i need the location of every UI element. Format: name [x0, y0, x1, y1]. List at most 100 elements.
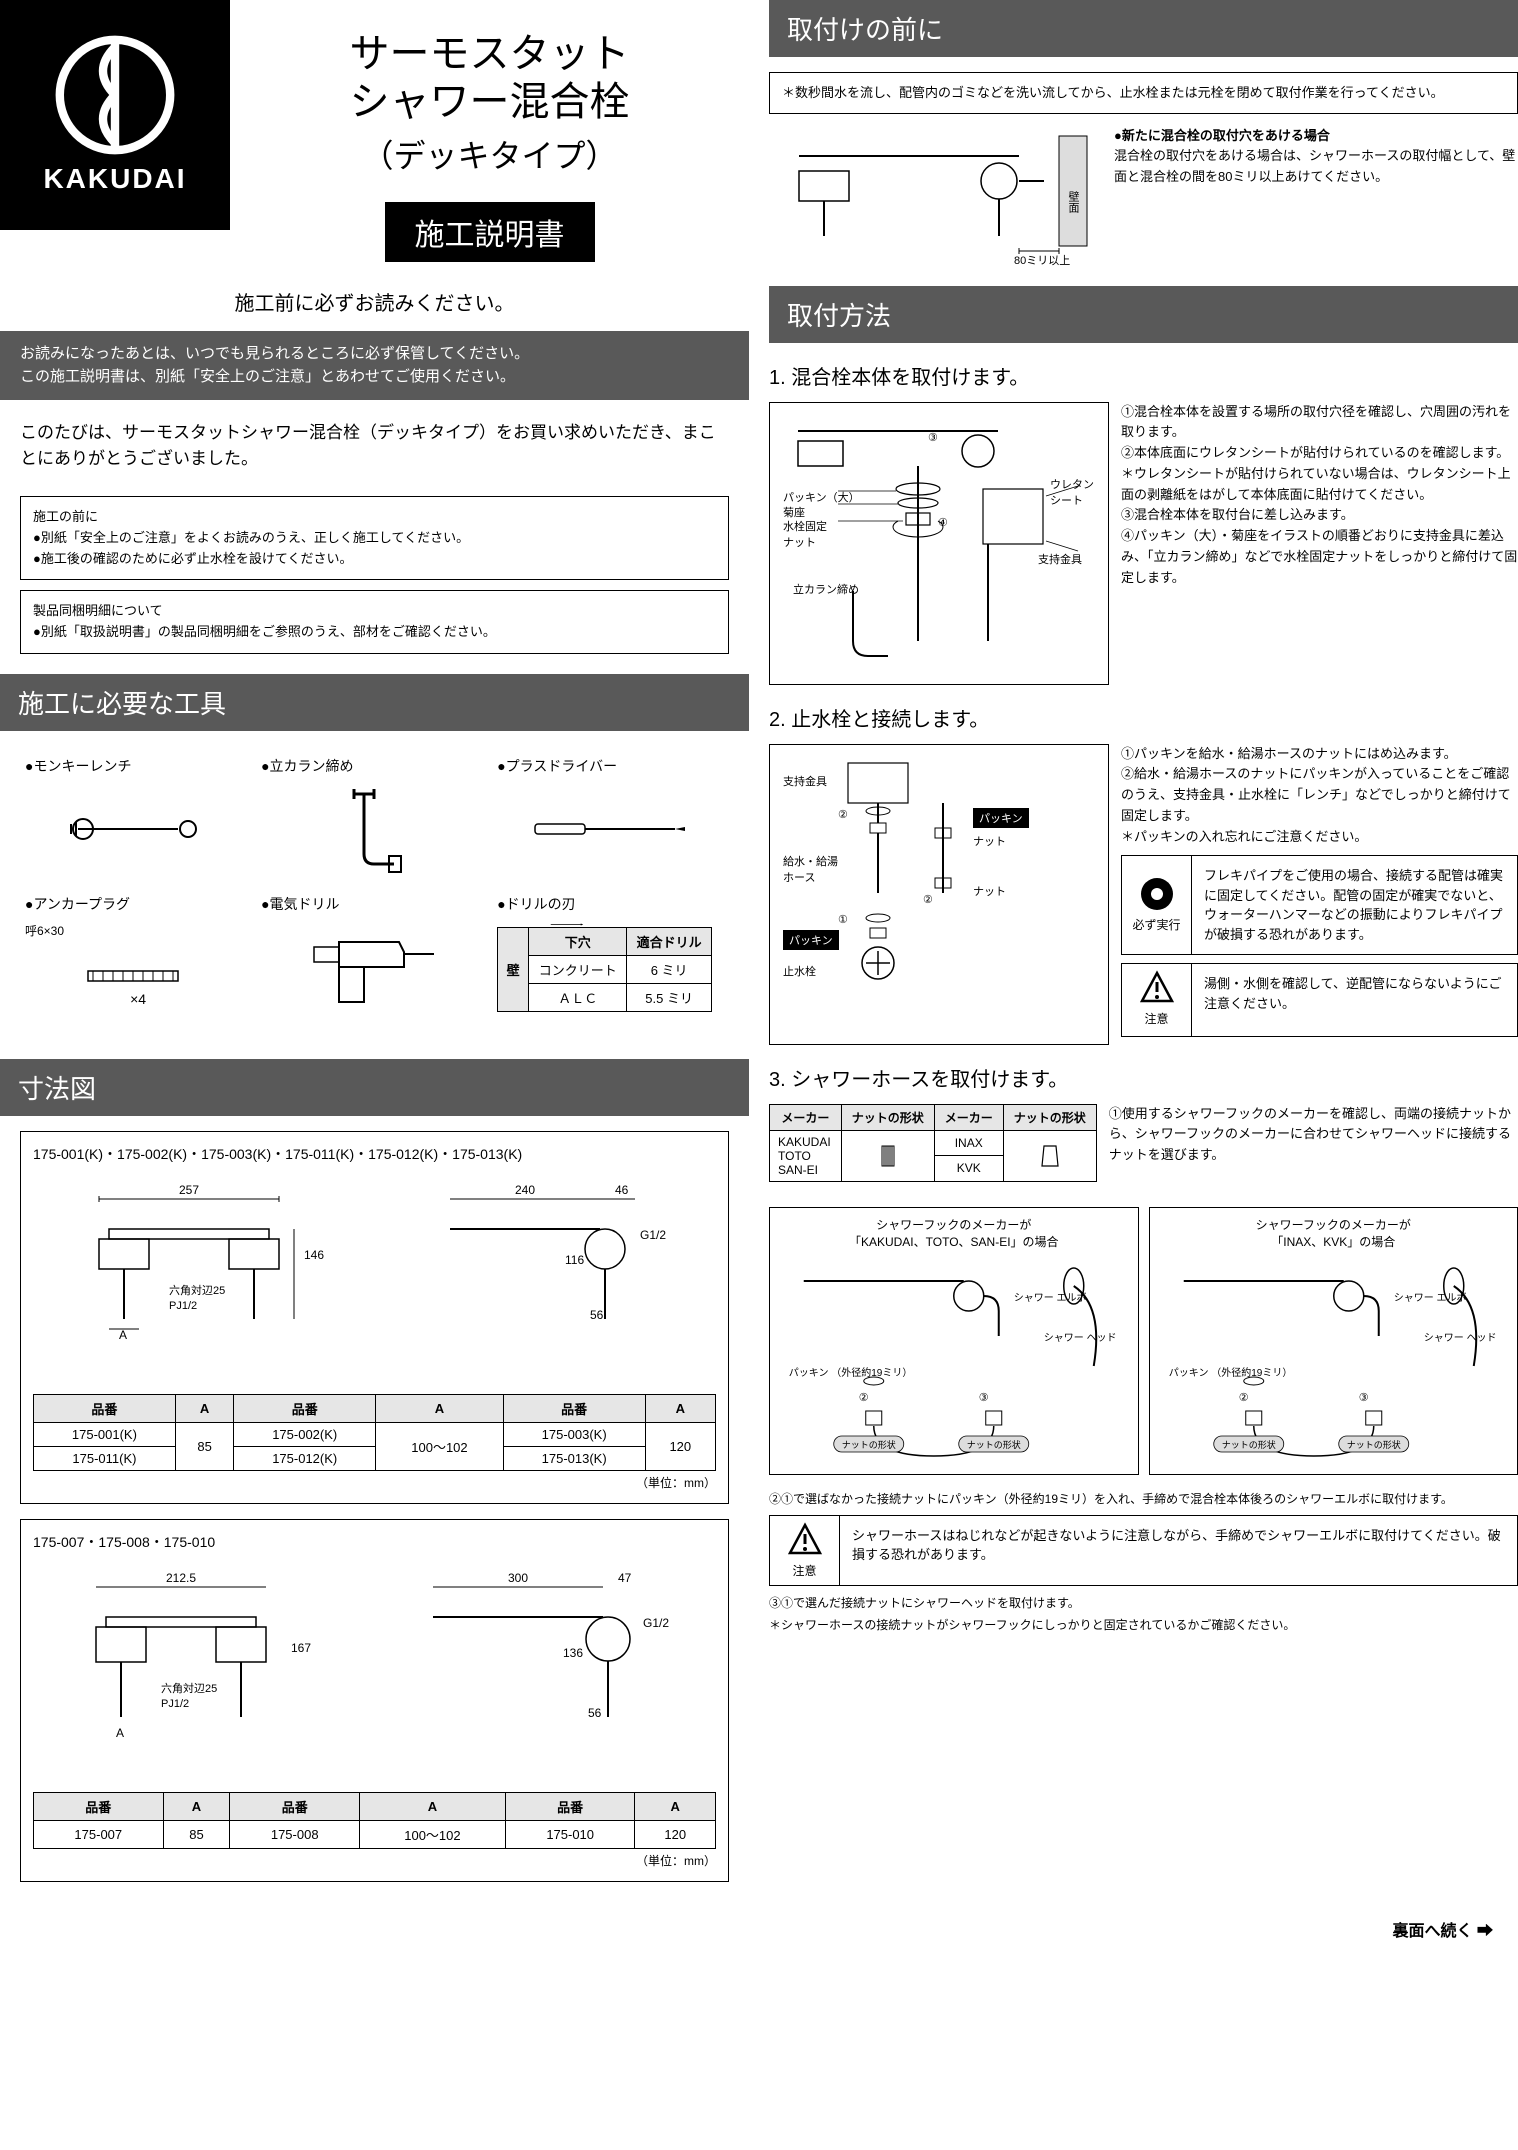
pre-install-note: ＊数秒間水を流し、配管内のゴミなどを洗い流してから、止水栓または元栓を閉めて取付… [782, 85, 1444, 100]
caution-icon [787, 1522, 823, 1558]
svg-text:②: ② [1238, 1392, 1248, 1404]
step3-diagram-2: シャワーフックのメーカーが 「INAX、KVK」の場合 シャワー エルボ シャワ… [1149, 1207, 1518, 1475]
precautions-b2: ●施工後の確認のために必ず止水栓を設けてください。 [33, 549, 716, 570]
thanks-message: このたびは、サーモスタットシャワー混合栓（デッキタイプ）をお買い求めいただき、ま… [0, 400, 749, 486]
dim2-table: 品番A 品番A 品番A 175-00785 175-008100～102 175… [33, 1792, 716, 1849]
pre-install-note-box: ＊数秒間水を流し、配管内のゴミなどを洗い流してから、止水栓または元栓を閉めて取付… [769, 72, 1518, 114]
screwdriver-icon [530, 814, 690, 844]
svg-text:シャワー ヘッド: シャワー ヘッド [1423, 1333, 1496, 1344]
svg-text:PJ1/2: PJ1/2 [161, 1698, 189, 1710]
svg-text:G1/2: G1/2 [643, 1616, 669, 1630]
svg-text:パッキン （外径約19ミリ）: パッキン （外径約19ミリ） [1168, 1366, 1292, 1379]
package-b1: ●別紙「取扱説明書」の製品同梱明細をご参照のうえ、部材をご確認ください。 [33, 622, 716, 643]
precautions-b1: ●別紙「安全上のご注意」をよくお読みのうえ、正しく施工してください。 [33, 528, 716, 549]
pre-install-diagram-row: 壁面 80ミリ以上 ●新たに混合栓の取付穴をあける場合 混合栓の取付穴をあける場… [769, 126, 1518, 266]
product-subtitle: （デッキタイプ） [230, 131, 749, 177]
dim2-side-view: 300 47 G1/2 136 56 [423, 1567, 673, 1777]
svg-text:56: 56 [588, 1706, 602, 1720]
svg-text:シャワー エルボ: シャワー エルボ [1014, 1292, 1087, 1304]
svg-text:シャワー エルボ: シャワー エルボ [1393, 1292, 1466, 1304]
page: KAKUDAI サーモスタット シャワー混合栓 （デッキタイプ） 施工説明書 施… [0, 0, 1518, 1897]
svg-text:②: ② [859, 1392, 869, 1404]
svg-text:③: ③ [1358, 1392, 1368, 1404]
step2-row: ② ② ① 支持金具 パッキン ナット 給水・給湯 ホース [769, 744, 1518, 1045]
step2-diagram: ② ② ① 支持金具 パッキン ナット 給水・給湯 ホース [769, 744, 1109, 1045]
tool-drill-bit: ●ドリルの刃 壁下穴適合ドリル コンクリート6 ミリ ＡＬＣ5.5 ミリ [492, 884, 728, 1039]
step1-title: 1. 混合栓本体を取付けます。 [769, 361, 1518, 390]
manual-label: 施工説明書 [385, 202, 595, 262]
svg-text:240: 240 [515, 1183, 535, 1197]
svg-text:146: 146 [304, 1248, 324, 1262]
dim2-front-view: 212.5 167 六角対辺25 PJ1/2 A [76, 1567, 336, 1777]
step3-nut-row: メーカー ナットの形状 メーカー ナットの形状 KAKUDAI TOTO SAN… [769, 1104, 1518, 1192]
dim1-diagrams: 257 146 六角対辺25 PJ1/2 A 240 [33, 1179, 716, 1379]
svg-text:ナットの形状: ナットの形状 [1221, 1439, 1275, 1450]
step3-diagram-1: シャワーフックのメーカーが 「KAKUDAI、TOTO、SAN-EI」の場合 シ… [769, 1207, 1139, 1475]
step3-text-2: ②①で選ばなかった接続ナットにパッキン（外径約19ミリ）を入れ、手締めで混合栓本… [769, 1490, 1518, 1507]
step2-warning-2: 注意 湯側・水側を確認して、逆配管にならないようにご注意ください。 [1121, 963, 1518, 1036]
nut-shape-table: メーカー ナットの形状 メーカー ナットの形状 KAKUDAI TOTO SAN… [769, 1104, 1097, 1182]
brand-name: KAKUDAI [43, 163, 186, 195]
step1-text: ①混合栓本体を設置する場所の取付穴径を確認し、穴周囲の汚れを取ります。 ②本体底… [1121, 402, 1518, 685]
svg-text:136: 136 [563, 1646, 583, 1660]
dim1-codes: 175-001(K)・175-002(K)・175-003(K)・175-011… [33, 1144, 716, 1164]
svg-text:46: 46 [615, 1183, 629, 1197]
anchor-plug-icon [78, 961, 198, 991]
precautions-box: 施工の前に ●別紙「安全上のご注意」をよくお読みのうえ、正しく施工してください。… [20, 496, 729, 580]
svg-text:六角対辺25: 六角対辺25 [161, 1681, 217, 1695]
mandatory-icon [1139, 876, 1175, 912]
precautions-title: 施工の前に [33, 507, 716, 528]
header-row: KAKUDAI サーモスタット シャワー混合栓 （デッキタイプ） 施工説明書 [0, 0, 749, 262]
svg-text:300: 300 [508, 1571, 528, 1585]
svg-text:167: 167 [291, 1641, 311, 1655]
dimensions-section-heading: 寸法図 [0, 1059, 749, 1116]
nut-shape-2-icon [1038, 1142, 1062, 1170]
step3-text-3-note: ＊シャワーホースの接続ナットがシャワーフックにしっかりと固定されているかご確認く… [769, 1616, 1518, 1633]
tool-basin-wrench: ●立カラン締め [256, 746, 492, 884]
svg-text:③: ③ [979, 1392, 989, 1404]
left-column: KAKUDAI サーモスタット シャワー混合栓 （デッキタイプ） 施工説明書 施… [0, 0, 759, 1897]
storage-notice: お読みになったあとは、いつでも見られるところに必ず保管してください。 この施工説… [0, 331, 749, 400]
step3-warning: 注意 シャワーホースはねじれなどが起きないように注意しながら、手締めでシャワーエ… [769, 1515, 1518, 1586]
basin-wrench-icon [324, 784, 424, 874]
svg-text:PJ1/2: PJ1/2 [169, 1300, 197, 1312]
step1-diagram: ③ ④ パッキン（大） [769, 402, 1109, 685]
read-before-heading: 施工前に必ずお読みください。 [0, 287, 749, 316]
tool-wrench: ●モンキーレンチ [20, 746, 256, 884]
dim2-codes: 175-007・175-008・175-010 [33, 1532, 716, 1552]
caution-icon [1139, 970, 1175, 1006]
tools-section-heading: 施工に必要な工具 [0, 674, 749, 731]
step3-text-1: ①使用するシャワーフックのメーカーを確認し、両端の接続ナットから、シャワーフック… [1109, 1104, 1518, 1192]
svg-text:80ミリ以上: 80ミリ以上 [1014, 254, 1070, 266]
svg-text:47: 47 [618, 1571, 632, 1585]
step3-hose-diagrams: シャワーフックのメーカーが 「KAKUDAI、TOTO、SAN-EI」の場合 シ… [769, 1207, 1518, 1475]
step2-title: 2. 止水栓と接続します。 [769, 703, 1518, 732]
brand-logo-icon [55, 35, 175, 155]
nut-shape-1-icon [876, 1142, 900, 1170]
install-method-heading: 取付方法 [769, 286, 1518, 343]
dim2-diagrams: 212.5 167 六角対辺25 PJ1/2 A 300 47 [33, 1567, 716, 1777]
notice-line-2: この施工説明書は、別紙「安全上のご注意」とあわせてご使用ください。 [20, 366, 729, 389]
tool-screwdriver: ●プラスドライバー [492, 746, 728, 884]
dim1-side-view: 240 46 G1/2 116 56 [440, 1179, 670, 1379]
notice-line-1: お読みになったあとは、いつでも見られるところに必ず保管してください。 [20, 343, 729, 366]
svg-text:③: ③ [928, 432, 938, 444]
step3-title: 3. シャワーホースを取付けます。 [769, 1063, 1518, 1092]
tool-anchor: ●アンカープラグ 呼6×30 ×4 [20, 884, 256, 1039]
svg-text:ナットの形状: ナットの形状 [967, 1439, 1021, 1450]
product-title-1: サーモスタット [230, 30, 749, 78]
tool-drill: ●電気ドリル [256, 884, 492, 1039]
svg-text:257: 257 [179, 1183, 199, 1197]
dim1-table: 品番A 品番A 品番A 175-001(K)85 175-002(K)100～1… [33, 1394, 716, 1471]
svg-text:シャワー ヘッド: シャワー ヘッド [1044, 1333, 1117, 1344]
svg-text:A: A [116, 1726, 124, 1740]
svg-text:56: 56 [590, 1308, 604, 1322]
dimension-box-2: 175-007・175-008・175-010 212.5 167 六角対辺25… [20, 1519, 729, 1882]
dim1-front-view: 257 146 六角対辺25 PJ1/2 A [79, 1179, 349, 1379]
svg-text:壁面: 壁面 [1067, 189, 1080, 212]
svg-text:②: ② [838, 809, 848, 821]
step2-warning-1: 必ず実行 フレキパイプをご使用の場合、接続する配管は確実に固定してください。配管… [1121, 855, 1518, 955]
dim1-unit: （単位：mm） [33, 1474, 716, 1491]
drill-table: 壁下穴適合ドリル コンクリート6 ミリ ＡＬＣ5.5 ミリ [497, 927, 712, 1012]
pre-install-diagram: 壁面 80ミリ以上 [769, 126, 1099, 266]
